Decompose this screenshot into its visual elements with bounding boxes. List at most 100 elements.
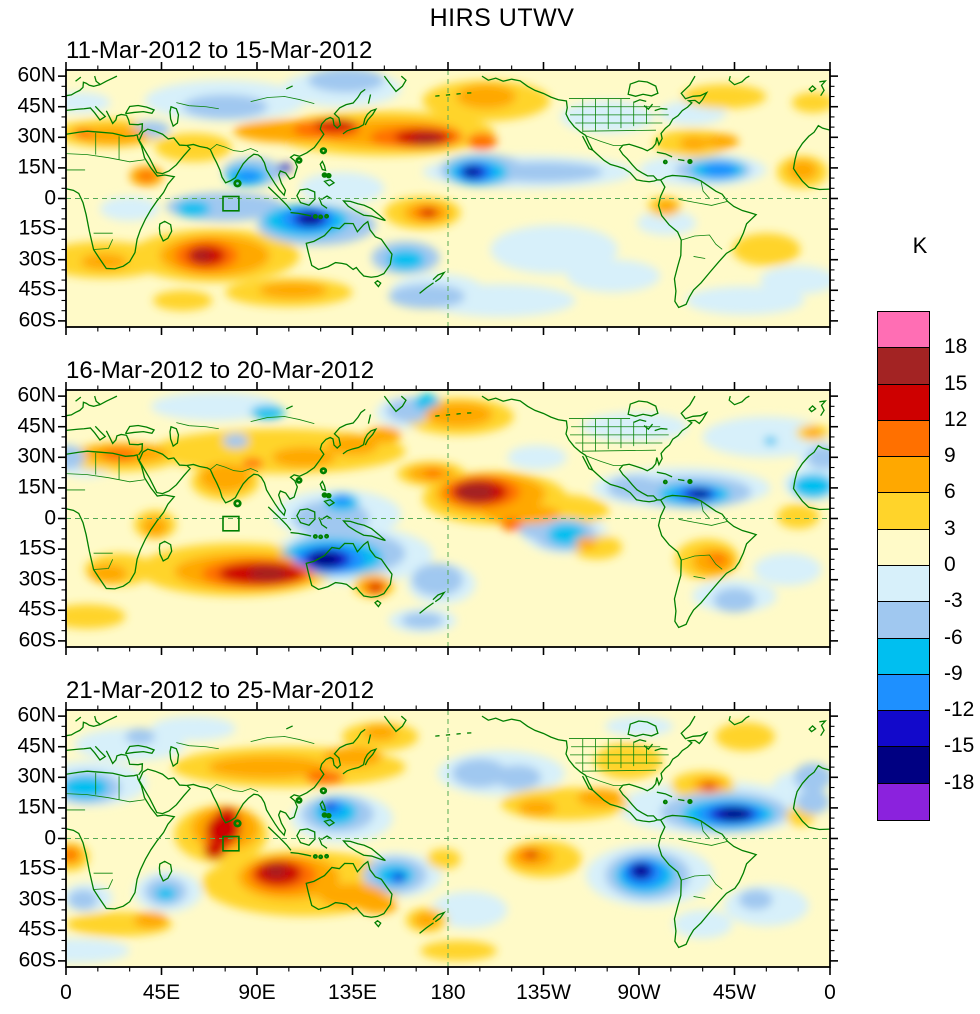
anomaly-blob: [605, 716, 673, 737]
colorbar-unit-label: K: [912, 233, 928, 258]
map-border: [65, 69, 831, 328]
colorbar-tick-label: -6: [944, 625, 963, 649]
lat-tick-label: 15S: [18, 216, 56, 240]
colorbar-segment: [878, 420, 929, 458]
colorbar-tick-label: 18: [944, 335, 968, 359]
anomaly-blob: [421, 208, 437, 217]
anomaly-blob: [208, 755, 327, 779]
lon-tick-label: 135W: [516, 981, 571, 1004]
anomaly-blob: [594, 742, 663, 780]
lat-tick-label: 30N: [17, 764, 56, 788]
colorbar-segment: [878, 493, 929, 530]
lat-tick-label: 60N: [17, 703, 56, 727]
lat-tick-label: 15N: [17, 795, 56, 819]
lon-tick-label: 45E: [142, 981, 181, 1004]
anomaly-blob: [411, 134, 442, 145]
anomaly-blob: [314, 118, 357, 132]
anomaly-blob: [673, 909, 733, 939]
anomaly-blob: [100, 196, 160, 221]
anomaly-blob: [679, 136, 710, 151]
lat-tick-label: 45N: [17, 94, 56, 118]
anomaly-blob: [484, 161, 603, 183]
anomaly-blob: [259, 282, 328, 299]
colorbar-segment: [878, 529, 929, 566]
anomaly-blob: [66, 92, 111, 113]
map-border: [65, 709, 831, 968]
anomaly-blob: [388, 284, 465, 309]
anomaly-blob: [560, 100, 654, 134]
anomaly-blob: [414, 911, 440, 929]
lat-tick-label: 60S: [18, 948, 56, 972]
roi-box: [222, 515, 240, 532]
figure-title: HIRS UTWV: [429, 4, 575, 32]
anomaly-blob: [199, 463, 251, 492]
anomaly-blob: [386, 249, 425, 270]
anomaly-blob: [793, 763, 830, 792]
lat-tick-label: 45N: [17, 734, 56, 758]
anomaly-blob: [719, 807, 750, 821]
anomaly-blob: [271, 447, 336, 468]
anomaly-blob: [692, 489, 709, 499]
colorbar-segment: [878, 711, 929, 748]
colorbar-tick-label: 12: [944, 407, 968, 431]
anomaly-blob: [738, 889, 773, 910]
anomaly-blob: [791, 473, 830, 499]
lat-tick-label: 15S: [18, 536, 56, 560]
lon-tick-label: 90W: [617, 981, 661, 1004]
roi-box: [222, 195, 240, 212]
colorbar-segment: [878, 674, 929, 712]
anomaly-blob: [66, 776, 109, 799]
colorbar-tick-label: 3: [944, 516, 956, 540]
lat-axis-labels-3: 60N 45N 30N 15N 0 15S 30S 45S 60S: [0, 704, 56, 972]
anomaly-blob: [527, 851, 539, 859]
anomaly-blob: [709, 554, 726, 565]
colorbar-segment: [878, 783, 929, 820]
anomaly-blob: [150, 716, 236, 741]
anomaly-blob: [656, 199, 678, 214]
anomaly-blob: [367, 426, 402, 444]
lat-tick-label: 30S: [18, 247, 56, 271]
anomaly-blob: [702, 416, 830, 458]
anomaly-blob: [685, 286, 805, 315]
anomaly-blob: [467, 133, 497, 150]
lon-axis-labels: 0 45E 90E 135E 180 135W 90W 45W 0: [0, 981, 980, 1007]
colorbar-tick-label: -15: [944, 734, 975, 758]
anomaly-blob: [575, 536, 597, 550]
anomaly-blob: [702, 162, 737, 177]
anomaly-blob: [133, 911, 168, 929]
lon-tick-label: 0: [60, 981, 72, 1004]
lat-tick-label: 0: [44, 506, 56, 530]
anomaly-blob: [248, 566, 287, 581]
anomaly-blob: [411, 563, 463, 596]
colorbar-segment: [878, 747, 929, 784]
anomaly-blob: [713, 587, 756, 613]
anomaly-blobs: [66, 70, 830, 317]
anomaly-blob: [424, 469, 442, 478]
anomaly-blob: [463, 167, 479, 177]
anomaly-blob: [89, 564, 128, 583]
lat-tick-label: 45N: [17, 414, 56, 438]
anomaly-blob: [68, 889, 98, 910]
lon-tick-label: 45W: [712, 981, 757, 1004]
roi-box: [222, 835, 240, 852]
anomaly-blob: [703, 783, 715, 790]
anomaly-blob: [791, 92, 830, 113]
anomaly-blob: [681, 84, 767, 109]
anomaly-blob: [138, 171, 156, 182]
anomaly-blob: [66, 938, 130, 963]
colorbar-segment: [878, 312, 929, 349]
anomaly-blob: [566, 259, 661, 293]
map-panel-3: [58, 702, 838, 975]
anomaly-blob: [704, 134, 739, 149]
lat-tick-label: 45S: [18, 917, 56, 941]
anomaly-blob: [66, 445, 86, 470]
colorbar-segment: [878, 638, 929, 675]
anomaly-blob: [393, 873, 405, 882]
anomaly-blob: [323, 801, 335, 810]
colorbar-tick-label: -18: [944, 770, 975, 794]
anomaly-blob: [715, 722, 775, 751]
lon-tick-label: 135E: [327, 981, 378, 1004]
anomaly-blob: [796, 789, 830, 814]
anomaly-blob: [501, 518, 523, 531]
